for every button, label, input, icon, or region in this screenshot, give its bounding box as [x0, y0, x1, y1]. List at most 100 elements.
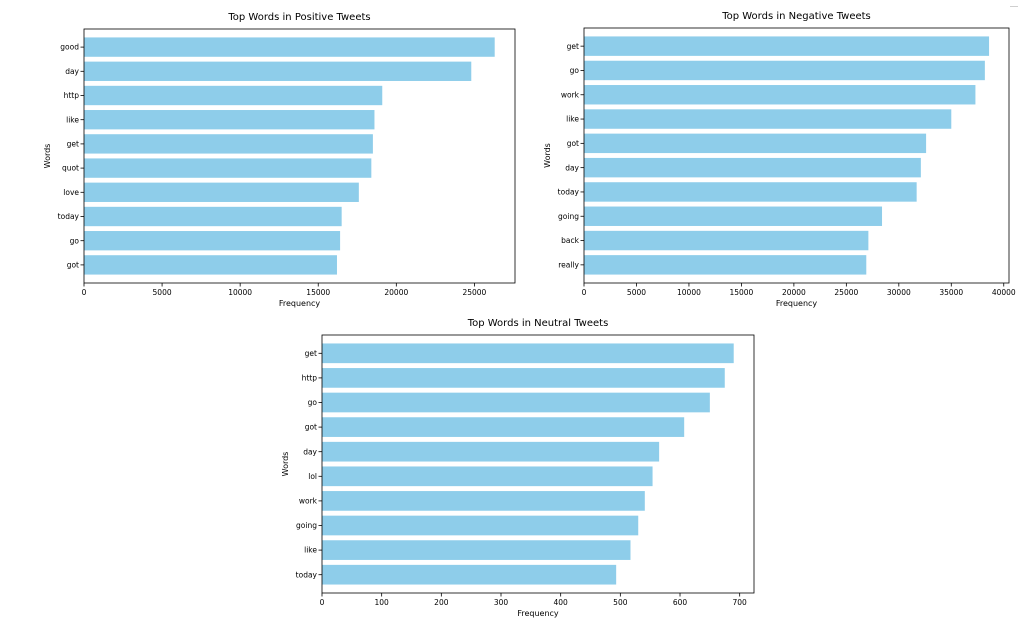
chart-1-bar-get [584, 36, 990, 56]
chart-1-ytick-label-really: really [558, 260, 579, 269]
chart-0-bar-quot [84, 158, 372, 178]
chart-0-bar-love [84, 182, 359, 202]
chart-0-bar-day [84, 61, 472, 81]
chart-0-plot-frame [83, 28, 516, 284]
chart-1-xlabel: Frequency [776, 299, 818, 308]
chart-2-xtick-label-300: 300 [494, 598, 509, 607]
chart-2-ytick-label-going: going [296, 521, 317, 530]
chart-1-bar-got [584, 133, 927, 154]
chart-negative-svg: Top Words in Negative Tweets get go work lik… [543, 11, 1016, 308]
chart-2-bar-today [322, 564, 617, 585]
chart-2-ytick-label-today: today [296, 570, 318, 579]
chart-positive-svg: Top Words in Positive Tweets good day http l… [43, 12, 516, 308]
chart-1-bar-really [584, 255, 867, 275]
chart-2-bar-get [322, 343, 734, 364]
chart-0-ytick-label-got: got [67, 261, 79, 270]
chart-0-ytick-label-today: today [58, 212, 80, 221]
chart-1-bar-going [584, 206, 883, 226]
chart-2-ytick-label-http: http [302, 374, 318, 383]
chart-2-xtick-label-100: 100 [375, 598, 390, 607]
chart-2-bar-http [322, 368, 725, 388]
chart-2-bar-go [322, 392, 710, 413]
chart-1-xtick-label-35000: 35000 [939, 288, 963, 297]
chart-2-ytick-label-work: work [299, 497, 318, 506]
chart-2-ytick-label-day: day [303, 447, 317, 456]
chart-2-ytick-label-lol: lol [308, 472, 317, 481]
chart-0-xtick-label-25000: 25000 [462, 288, 486, 297]
chart-1-xtick-label-10000: 10000 [677, 288, 701, 297]
chart-1-ytick-label-like: like [566, 115, 579, 124]
chart-1-xtick-label-30000: 30000 [887, 288, 911, 297]
chart-0-xtick-label-0: 0 [82, 288, 87, 297]
chart-0-xtick-label-20000: 20000 [384, 288, 408, 297]
chart-2-xtick-label-700: 700 [733, 598, 748, 607]
chart-2-xtick-label-0: 0 [320, 598, 325, 607]
chart-2-plot-frame [321, 334, 755, 594]
chart-2-xtick-label-400: 400 [554, 598, 569, 607]
chart-0-ytick-label-get: get [67, 140, 79, 149]
chart-positive: Top Words in Positive Tweets good day http l… [0, 0, 530, 310]
chart-1-title: Top Words in Negative Tweets [721, 11, 871, 22]
chart-0-bar-like [84, 110, 375, 130]
chart-1-xtick-label-40000: 40000 [992, 288, 1016, 297]
chart-2-bar-work [322, 491, 645, 511]
chart-2-bar-got [322, 417, 685, 437]
chart-0-bar-got [84, 255, 337, 275]
chart-1-bar-back [584, 230, 869, 251]
chart-0-ylabel: Words [43, 144, 52, 169]
chart-1-xtick-label-0: 0 [582, 288, 587, 297]
chart-1-bar-like [584, 109, 952, 129]
chart-2-xtick-label-600: 600 [673, 598, 688, 607]
chart-0-bar-get [84, 134, 373, 154]
chart-1-ytick-label-got: got [567, 139, 579, 148]
chart-0-bar-good [84, 37, 495, 57]
chart-0-ytick-label-love: love [63, 188, 79, 197]
chart-2-ytick-label-get: get [305, 349, 317, 358]
chart-2-ylabel: Words [281, 452, 290, 477]
chart-2-bar-like [322, 540, 631, 560]
chart-0-bar-go [84, 231, 341, 251]
chart-1-bar-today [584, 182, 917, 202]
chart-1-ytick-label-day: day [565, 163, 579, 172]
chart-1-ytick-label-back: back [561, 236, 579, 245]
chart-1-xtick-label-5000: 5000 [627, 288, 646, 297]
chart-0-title: Top Words in Positive Tweets [227, 12, 370, 23]
chart-1-ytick-label-work: work [561, 90, 580, 99]
chart-2-bar-going [322, 515, 639, 536]
chart-neutral: Top Words in Neutral Tweets get http go got d… [260, 312, 780, 627]
chart-0-ytick-label-quot: quot [62, 164, 79, 173]
chart-2-xlabel: Frequency [517, 609, 559, 618]
chart-1-bar-day [584, 157, 921, 178]
chart-0-bar-http [84, 85, 383, 106]
chart-1-ytick-label-get: get [567, 42, 579, 51]
chart-negative: Top Words in Negative Tweets get go work lik… [500, 0, 1026, 310]
chart-0-ytick-label-like: like [66, 115, 79, 124]
chart-1-ytick-label-today: today [558, 188, 580, 197]
chart-1-xtick-label-15000: 15000 [729, 288, 753, 297]
chart-0-ytick-label-go: go [70, 236, 80, 245]
chart-1-ytick-label-going: going [558, 212, 579, 221]
chart-0-ytick-label-good: good [60, 43, 79, 52]
chart-1-bar-go [584, 60, 985, 81]
chart-0-xlabel: Frequency [279, 299, 321, 308]
chart-2-bar-day [322, 441, 660, 462]
chart-1-xtick-label-25000: 25000 [834, 288, 858, 297]
chart-neutral-svg: Top Words in Neutral Tweets get http go got d… [281, 318, 755, 618]
window-corner-mark [1010, 6, 1018, 7]
chart-2-ytick-label-like: like [304, 546, 317, 555]
chart-2-bar-lol [322, 466, 653, 487]
chart-2-xtick-label-200: 200 [434, 598, 449, 607]
chart-0-xtick-label-10000: 10000 [228, 288, 252, 297]
chart-0-bar-today [84, 206, 342, 227]
chart-0-xtick-label-5000: 5000 [153, 288, 172, 297]
chart-0-xtick-label-15000: 15000 [306, 288, 330, 297]
chart-1-ytick-label-go: go [570, 66, 580, 75]
chart-2-title: Top Words in Neutral Tweets [467, 318, 609, 329]
chart-1-bar-work [584, 85, 976, 105]
chart-1-xtick-label-20000: 20000 [782, 288, 806, 297]
chart-2-ytick-label-got: got [305, 423, 317, 432]
chart-0-ytick-label-http: http [64, 91, 80, 100]
chart-0-ytick-label-day: day [65, 67, 79, 76]
chart-2-ytick-label-go: go [308, 398, 318, 407]
chart-1-plot-frame [583, 27, 1010, 284]
